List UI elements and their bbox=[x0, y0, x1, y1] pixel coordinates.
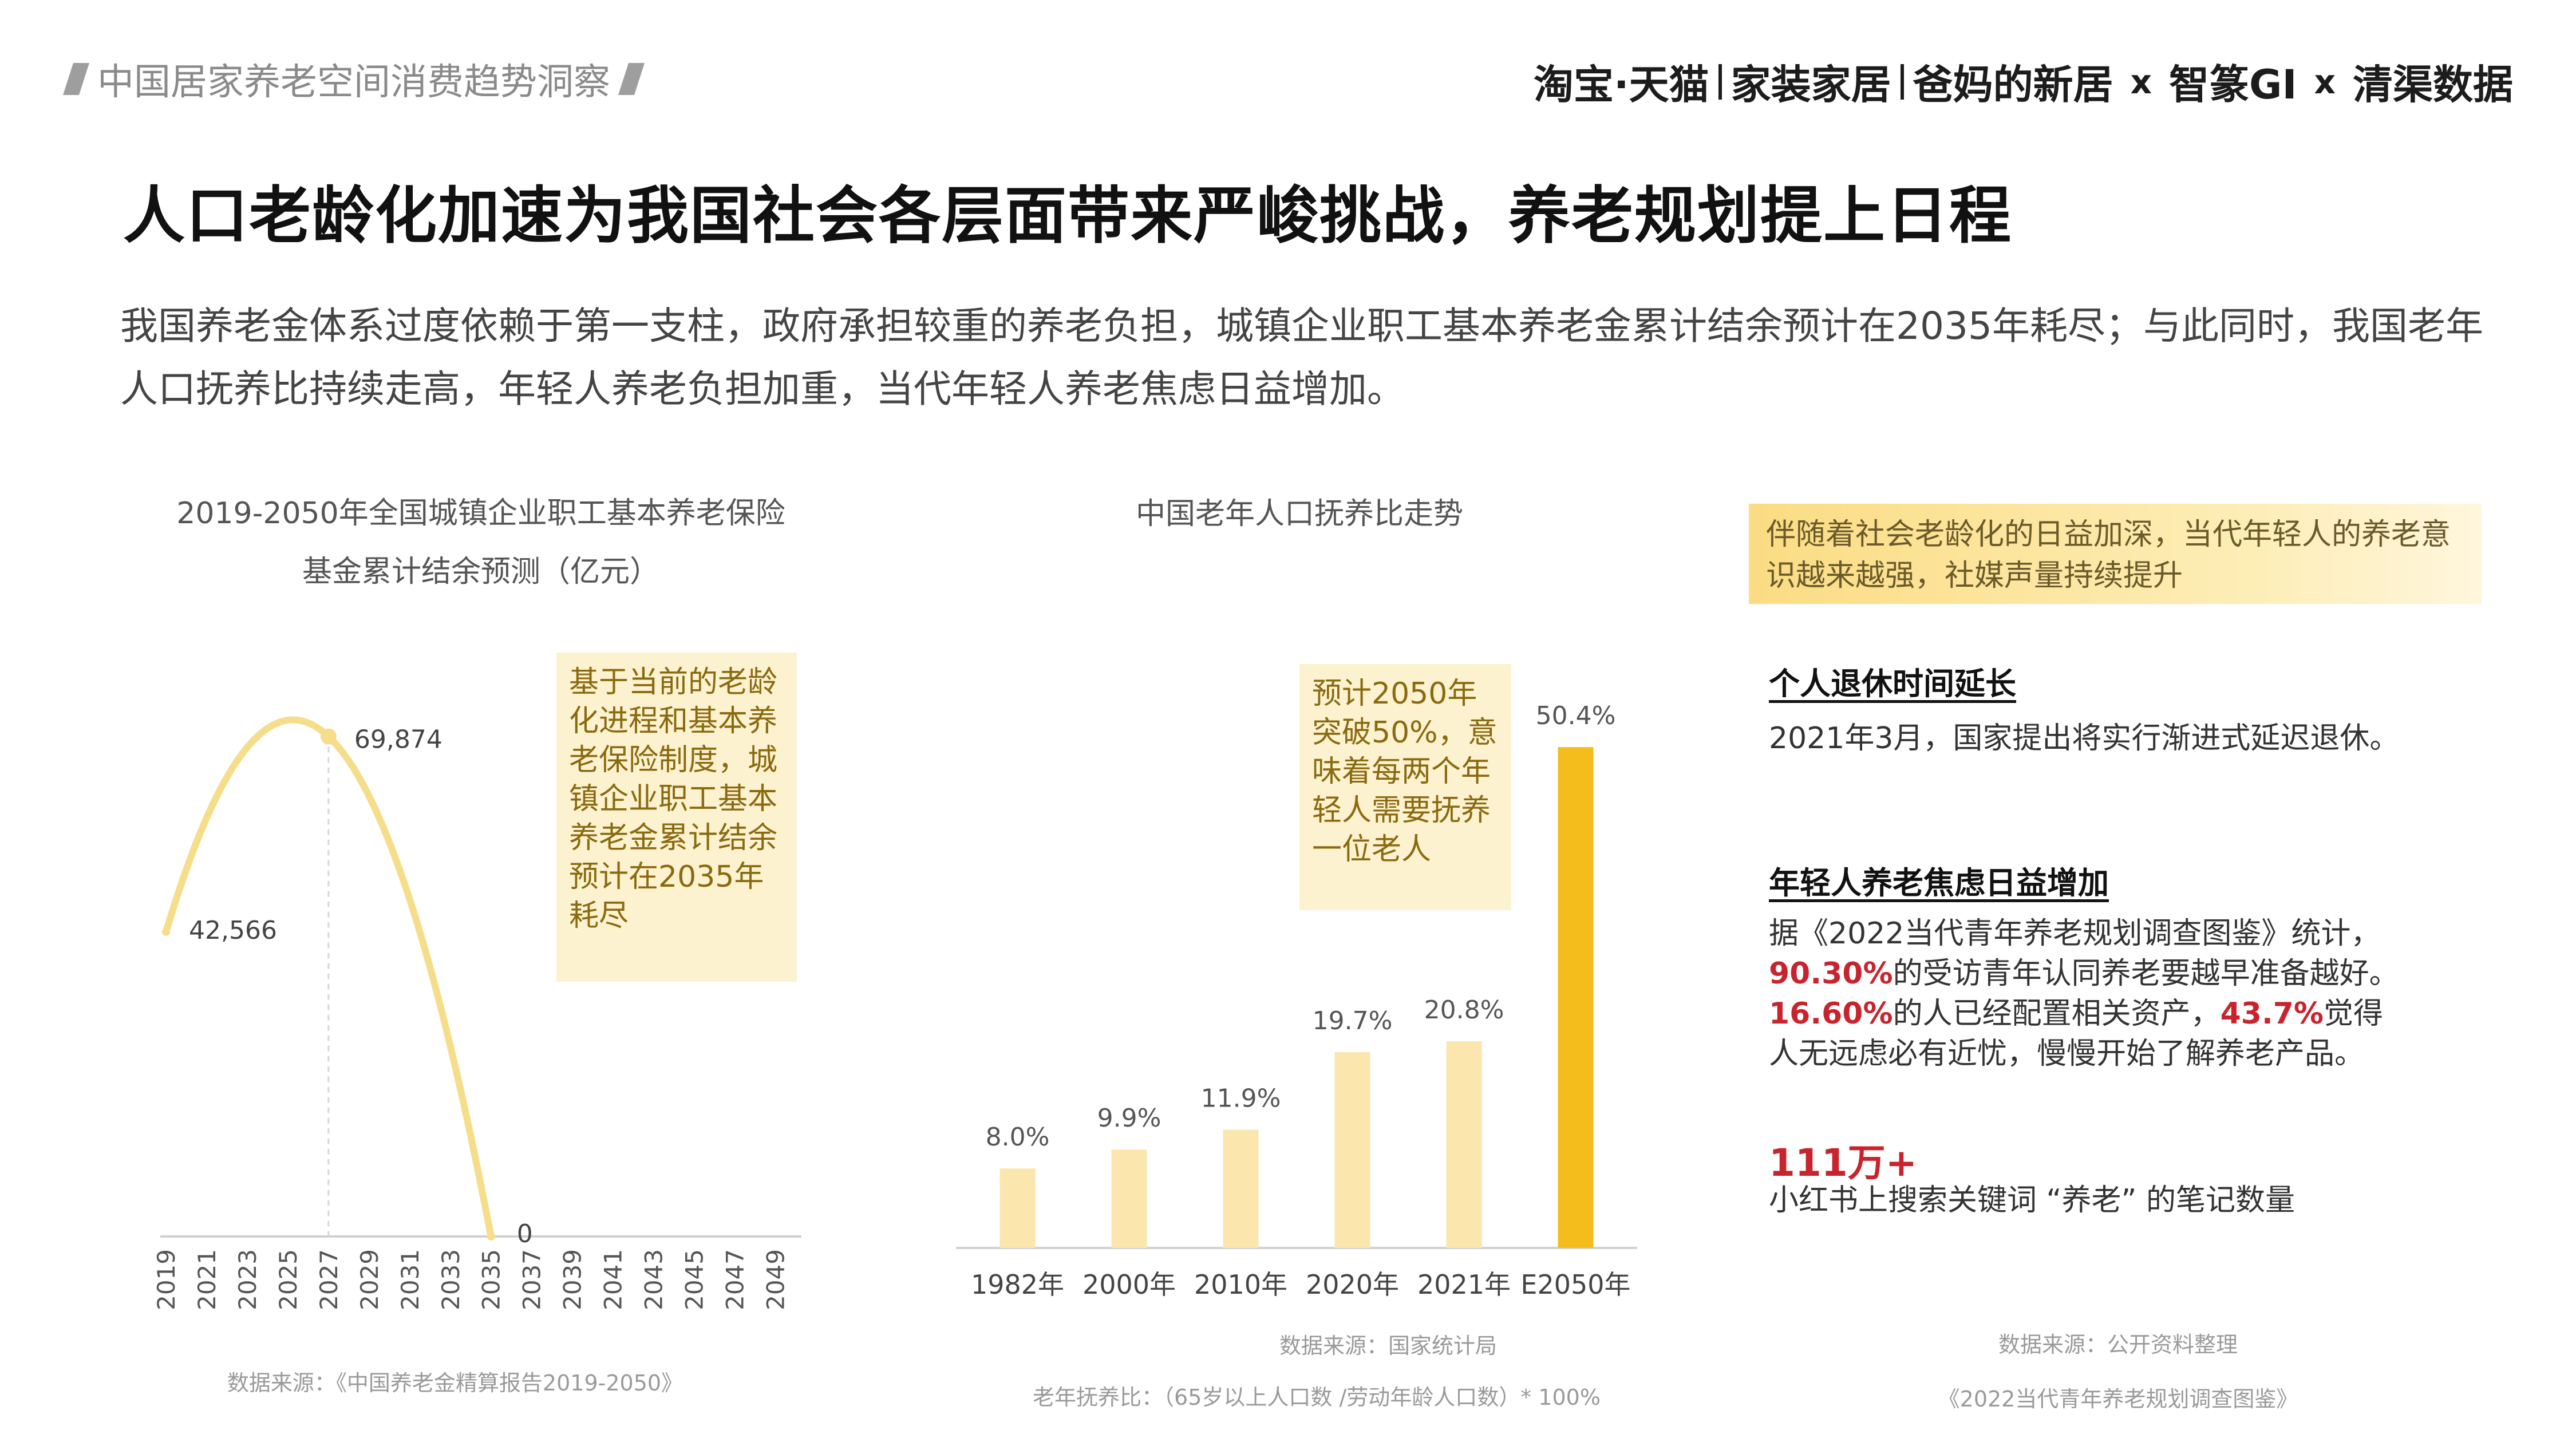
data-label: 42,566 bbox=[189, 916, 277, 945]
x-category-label: 2020年 bbox=[1306, 1269, 1399, 1300]
chart1-annotation: 基于当前的老龄化进程和基本养老保险制度，城镇企业职工基本养老金累计结余预计在20… bbox=[556, 653, 797, 982]
right-source: 数据来源：公开资料整理 bbox=[1998, 1332, 2238, 1357]
chart2-source: 数据来源：国家统计局 bbox=[1279, 1333, 1497, 1358]
bar-value-label: 11.9% bbox=[1201, 1084, 1281, 1113]
bar-value-label: 50.4% bbox=[1536, 701, 1616, 730]
bar-2010年 bbox=[1223, 1129, 1259, 1248]
anxiety-line2: 的受访青年认同养老要越早准备越好。 bbox=[1893, 957, 2399, 991]
data-label: 69,874 bbox=[354, 725, 442, 754]
x-category-label: 2021年 bbox=[1417, 1269, 1511, 1300]
section-retirement-text: 2021年3月，国家提出将实行渐进式延迟退休。 bbox=[1769, 721, 2400, 756]
report-title: 中国居家养老空间消费趋势洞察 bbox=[63, 53, 645, 105]
brand-separator bbox=[1900, 64, 1904, 100]
x-tick-label: 2031 bbox=[396, 1249, 424, 1310]
x-category-label: 2010年 bbox=[1194, 1269, 1287, 1300]
brand-home: 家装家居 bbox=[1730, 61, 1891, 108]
report-title-text: 中国居家养老空间消费趋势洞察 bbox=[97, 61, 610, 104]
x-tick-label: 2019 bbox=[152, 1249, 180, 1310]
brand-taobao: 淘宝·天猫 bbox=[1534, 61, 1709, 108]
x-tick-label: 2025 bbox=[274, 1249, 302, 1310]
data-point bbox=[320, 728, 337, 745]
insight-banner: 伴随着社会老龄化的日益加深，当代年轻人的养老意识越来越强，社媒声量持续提升 bbox=[1749, 504, 2482, 604]
chart2-svg: 8.0% 1982年 9.9% 2000年 11.9% 2010年 19.7% 2020年 20… bbox=[956, 701, 1637, 1300]
anxiety-line4: 觉得 bbox=[2324, 997, 2384, 1031]
x-tick-label: 2047 bbox=[721, 1249, 749, 1310]
chart1-svg: 42,566 69,874 0 2019 2021 2023 2025 2027 2029 203… bbox=[152, 716, 801, 1310]
x-tick-label: 2049 bbox=[762, 1249, 790, 1310]
x-tick-label: 2027 bbox=[315, 1249, 343, 1310]
x-tick-label: 2043 bbox=[640, 1249, 668, 1310]
x-tick-label: 2021 bbox=[193, 1249, 221, 1310]
section-anxiety-text: 据《2022当代青年养老规划调查图鉴》统计， 90.30%的受访青年认同养老要越… bbox=[1769, 914, 2513, 1074]
bar-1982年 bbox=[999, 1168, 1036, 1248]
page-headline: 人口老龄化加速为我国社会各层面带来严峻挑战，养老规划提上日程 bbox=[123, 180, 2013, 252]
stat-description: 小红书上搜索关键词 “养老” 的笔记数量 bbox=[1769, 1183, 2295, 1218]
data-point bbox=[162, 927, 170, 936]
chart2-title: 中国老年人口抚养比走势 bbox=[1135, 497, 1463, 531]
x-category-label: 1982年 bbox=[971, 1269, 1064, 1300]
right-source-report: 《2022当代青年养老规划调查图鉴》 bbox=[1938, 1386, 2298, 1412]
slash-icon bbox=[63, 63, 89, 95]
section-anxiety-title: 年轻人养老焦虑日益增加 bbox=[1769, 865, 2109, 901]
bar-value-label: 19.7% bbox=[1313, 1006, 1393, 1036]
brand-bama: 爸妈的新居 bbox=[1913, 61, 2113, 108]
x-tick-label: 2033 bbox=[437, 1249, 465, 1310]
anxiety-line1: 据《2022当代青年养老规划调查图鉴》统计， bbox=[1769, 916, 2381, 951]
stat-pct-16: 16.60% bbox=[1769, 997, 1893, 1031]
brand-cross-icon: x bbox=[2314, 62, 2336, 101]
x-category-label: E2050年 bbox=[1520, 1269, 1630, 1300]
stat-pct-43: 43.7% bbox=[2220, 997, 2324, 1031]
x-tick-label: 2029 bbox=[355, 1249, 384, 1310]
x-tick-label: 2045 bbox=[681, 1249, 709, 1310]
brand-qingqu: 清渠数据 bbox=[2353, 61, 2513, 108]
stat-pct-90: 90.30% bbox=[1769, 957, 1893, 991]
bar-value-label: 9.9% bbox=[1097, 1104, 1161, 1133]
bar-value-label: 20.8% bbox=[1424, 995, 1504, 1025]
stat-value: 111万+ bbox=[1769, 1141, 1918, 1185]
brand-cross-icon: x bbox=[2130, 62, 2152, 101]
section-retirement-title: 个人退休时间延长 bbox=[1769, 666, 2016, 702]
data-point bbox=[487, 1232, 495, 1240]
chart1-title: 2019-2050年全国城镇企业职工基本养老保险基金累计结余预测（亿元） bbox=[176, 496, 785, 589]
intro-paragraph: 我国养老金体系过度依赖于第一支柱，政府承担较重的养老负担，城镇企业职工基本养老金… bbox=[120, 304, 2483, 411]
chart1-source: 数据来源：《中国养老金精算报告2019-2050》 bbox=[227, 1370, 683, 1396]
chart2-formula: 老年抚养比：（65岁以上人口数 /劳动年龄人口数）* 100% bbox=[1033, 1385, 1601, 1410]
bar-value-label: 8.0% bbox=[986, 1123, 1050, 1152]
x-tick-label: 2041 bbox=[599, 1249, 627, 1310]
bar-2021年 bbox=[1446, 1041, 1482, 1248]
chart2-annotation: 预计2050年突破50%，意味着每两个年轻人需要抚养一位老人 bbox=[1299, 664, 1511, 910]
anxiety-line3: 的人已经配置相关资产， bbox=[1893, 997, 2221, 1031]
x-tick-label: 2035 bbox=[477, 1249, 505, 1310]
bar-2000年 bbox=[1111, 1149, 1147, 1248]
anxiety-line5: 人无远虑必有近忧，慢慢开始了解养老产品。 bbox=[1769, 1037, 2365, 1071]
bar-2020年 bbox=[1334, 1052, 1370, 1248]
bar-E2050年 bbox=[1558, 747, 1594, 1248]
slash-icon bbox=[618, 63, 645, 95]
x-tick-label: 2023 bbox=[234, 1249, 262, 1310]
data-label: 0 bbox=[517, 1219, 533, 1248]
brand-zhizhuan: 智篆GI bbox=[2169, 61, 2297, 108]
x-tick-label: 2037 bbox=[518, 1249, 546, 1310]
x-tick-label: 2039 bbox=[559, 1249, 587, 1310]
x-category-label: 2000年 bbox=[1082, 1269, 1176, 1300]
brand-separator bbox=[1718, 64, 1722, 100]
brand-logos: 淘宝·天猫 家装家居 爸妈的新居 x 智篆GI x 清渠数据 bbox=[1534, 53, 2513, 110]
